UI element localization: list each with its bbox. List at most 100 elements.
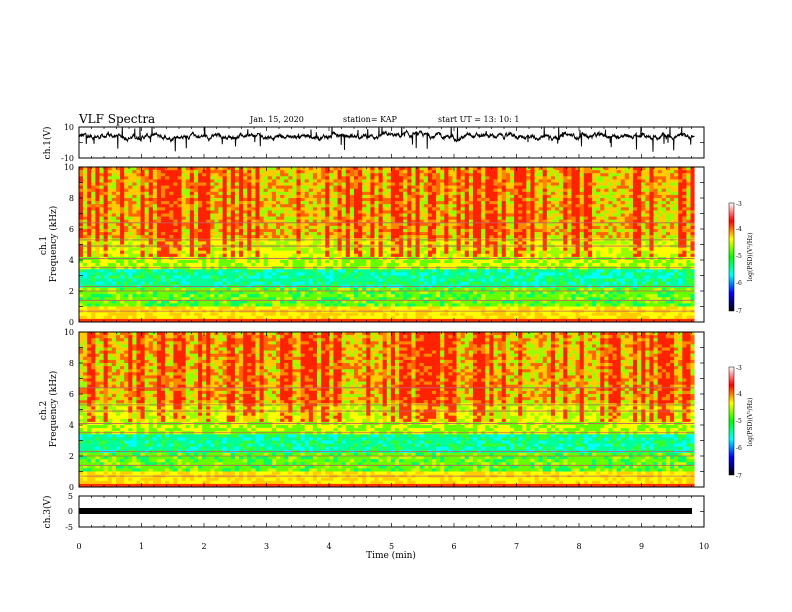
spectrogram-cell: [473, 210, 478, 214]
spectrogram-cell: [91, 269, 96, 273]
spectrogram-cell: [440, 297, 445, 301]
spectrogram-cell: [181, 188, 186, 193]
spectrogram-cell: [452, 219, 457, 224]
spectrogram-cell: [337, 207, 342, 211]
spectrogram-cell: [308, 194, 314, 199]
spectrogram-cell: [362, 176, 367, 180]
spectrogram-cell: [222, 182, 228, 186]
spectrogram-cell: [415, 253, 420, 258]
spectrogram-cell: [276, 318, 281, 323]
spectrogram-cell: [358, 275, 363, 279]
spectrogram-cell: [115, 272, 121, 276]
spectrogram-cell: [395, 278, 400, 282]
spectrogram-cell: [107, 278, 113, 282]
spectrogram-cell: [251, 318, 256, 323]
spectrogram-cell: [296, 291, 301, 295]
spectrogram-cell: [407, 263, 412, 267]
spectrogram-cell: [452, 275, 457, 279]
spectrogram-cell: [386, 167, 392, 171]
spectrogram-cell: [411, 278, 416, 282]
spectrogram-cell: [202, 294, 207, 298]
spectrogram-cell: [152, 272, 158, 276]
spectrogram-cell: [284, 287, 289, 292]
spectrogram-cell: [185, 269, 191, 273]
spectrogram-cell: [87, 297, 92, 301]
spectrogram-cell: [341, 173, 347, 177]
spectrogram-cell: [337, 291, 342, 295]
spectrogram-cell: [144, 260, 150, 264]
spectrogram-cell: [325, 247, 330, 251]
spectrogram-cell: [300, 294, 306, 298]
spectrogram-cell: [456, 294, 461, 298]
spectrogram-cell: [288, 182, 293, 186]
spectrogram-cell: [407, 269, 412, 273]
spectrogram-cell: [317, 294, 322, 298]
spectrogram-cell: [169, 287, 174, 292]
spectrogram-cell: [107, 213, 113, 217]
spectrogram-cell: [144, 204, 150, 208]
spectrogram-cell: [431, 167, 437, 171]
spectrogram-cell: [423, 318, 429, 323]
spectrogram-cell: [312, 176, 318, 180]
spectrogram-cell: [115, 194, 121, 199]
spectrogram-cell: [251, 207, 256, 211]
spectrogram-cell: [222, 287, 228, 292]
spectrogram-cell: [436, 182, 441, 186]
spectrogram-cell: [427, 291, 433, 295]
spectrogram-cell: [210, 198, 215, 202]
spectrogram-cell: [321, 235, 326, 239]
spectrogram-cell: [267, 275, 273, 279]
spectrogram-cell: [156, 188, 162, 193]
spectrogram-cell: [325, 222, 330, 227]
spectrogram-cell: [161, 198, 166, 202]
spectrogram-cell: [95, 312, 100, 317]
spectrogram-cell: [337, 219, 342, 224]
spectrogram-cell: [411, 213, 416, 217]
spectrogram-cell: [79, 198, 84, 202]
spectrogram-cell: [161, 188, 166, 193]
spectrogram-cell: [333, 229, 338, 233]
spectrogram-cell: [415, 275, 420, 279]
spectrogram-cell: [156, 229, 162, 233]
spectrogram-cell: [378, 269, 383, 273]
spectrogram-cell: [329, 269, 334, 273]
spectrogram-cell: [255, 303, 260, 307]
spectrogram-cell: [411, 247, 416, 251]
spectrogram-cell: [276, 281, 281, 286]
spectrogram-cell: [337, 170, 342, 174]
spectrogram-cell: [440, 269, 445, 273]
spectrogram-cell: [189, 306, 195, 310]
spectrogram-cell: [234, 253, 240, 258]
spectrogram-cell: [198, 176, 203, 180]
spectrogram-cell: [382, 303, 388, 307]
spectrogram-cell: [349, 188, 355, 193]
spectrogram-cell: [308, 269, 314, 273]
spectrogram-cell: [276, 222, 281, 227]
spectrogram-cell: [226, 300, 232, 304]
spectrogram-cell: [288, 260, 293, 264]
spectrogram-cell: [124, 312, 129, 317]
spectrogram-cell: [214, 185, 219, 189]
spectrogram-cell: [431, 306, 437, 310]
spectrogram-cell: [423, 176, 429, 180]
spectrogram-cell: [411, 207, 416, 211]
spectrogram-cell: [210, 263, 215, 267]
spectrogram-cell: [136, 247, 141, 251]
spectrogram-cell: [419, 182, 425, 186]
spectrogram-cell: [456, 291, 461, 295]
spectrogram-cell: [473, 300, 478, 304]
spectrogram-cell: [448, 269, 453, 273]
spectrogram-cell: [292, 278, 297, 282]
spectrogram-cell: [386, 294, 392, 298]
spectrogram-cell: [436, 300, 441, 304]
spectrogram-cell: [300, 222, 306, 227]
spectrogram-cell: [419, 294, 425, 298]
spectrogram-cell: [218, 306, 223, 310]
spectrogram-cell: [419, 275, 425, 279]
spectrogram-cell: [206, 191, 211, 196]
spectrogram-cell: [103, 294, 109, 298]
spectrogram-cell: [251, 182, 256, 186]
spectrogram-cell: [452, 176, 457, 180]
spectrogram-cell: [345, 185, 351, 189]
spectrogram-cell: [419, 176, 425, 180]
